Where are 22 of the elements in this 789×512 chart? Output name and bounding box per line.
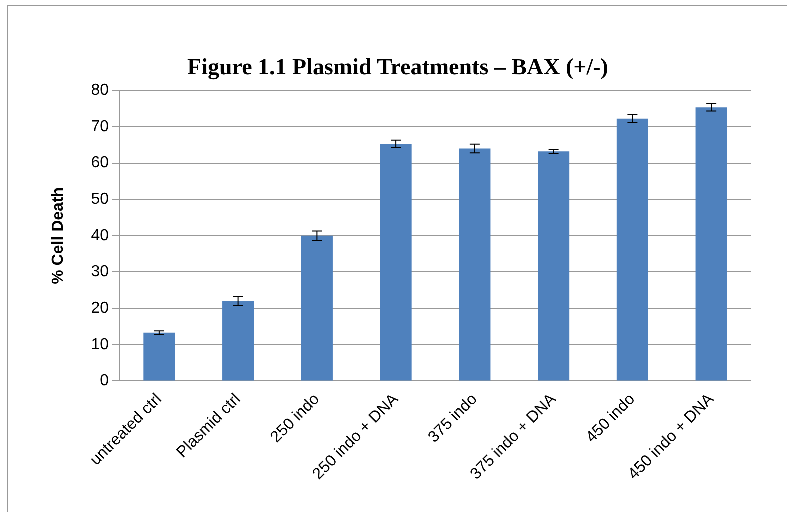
x-tick-label: 450 indo: [583, 390, 639, 446]
y-axis-title: % Cell Death: [50, 187, 68, 284]
bar: [696, 108, 728, 381]
y-tick-label: 40: [91, 227, 110, 244]
y-tick-label: 50: [91, 190, 110, 208]
y-tick-label: 60: [91, 154, 110, 172]
y-tick-label: 70: [91, 118, 110, 136]
y-tick-label: 30: [91, 264, 110, 281]
bar: [222, 301, 254, 381]
y-tick-label: 0: [100, 372, 110, 390]
y-tick-label: 10: [91, 336, 110, 354]
chart-title: Figure 1.1 Plasmid Treatments – BAX (+/-): [188, 54, 608, 81]
x-tick-label: 250 indo: [268, 390, 324, 446]
bar: [301, 236, 333, 381]
bar: [459, 148, 491, 381]
y-tick-label: 80: [91, 82, 110, 100]
bar: [538, 152, 570, 381]
x-tick-label: 375 indo: [425, 390, 481, 446]
bar: [380, 144, 412, 381]
bar: [144, 332, 176, 381]
y-tick-label: 20: [91, 300, 110, 317]
bar: [616, 118, 648, 381]
